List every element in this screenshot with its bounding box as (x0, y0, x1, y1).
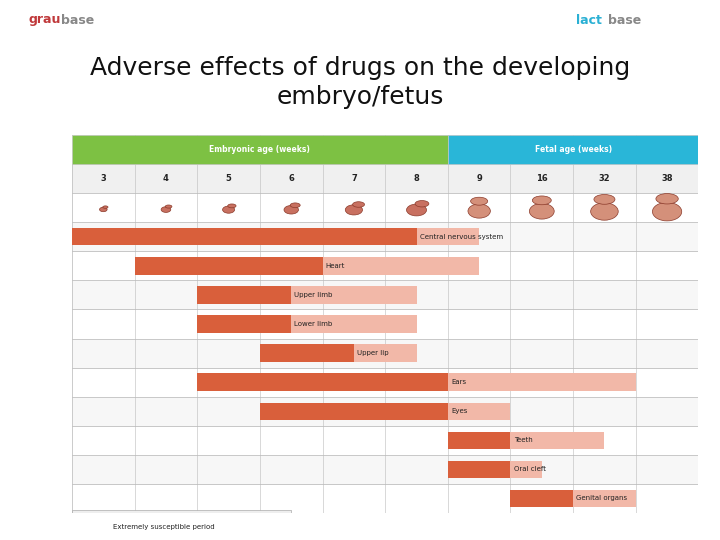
Bar (72, 135, 448, 164)
Ellipse shape (468, 204, 490, 218)
Bar (291, 315, 416, 333)
Text: lact: lact (576, 14, 602, 26)
Bar (510, 490, 573, 507)
Text: 38: 38 (662, 174, 672, 183)
Text: Adverse effects of drugs on the developing: Adverse effects of drugs on the developi… (90, 56, 630, 79)
Text: 32: 32 (598, 174, 611, 183)
Text: Upper limb: Upper limb (294, 292, 333, 298)
Text: Oral cleft: Oral cleft (513, 467, 546, 472)
Text: 16: 16 (536, 174, 548, 183)
Bar (448, 135, 698, 164)
Ellipse shape (228, 204, 236, 208)
Bar (510, 461, 542, 478)
Text: grau: grau (29, 14, 61, 26)
Bar (72, 455, 698, 484)
Bar (72, 484, 698, 513)
Ellipse shape (652, 202, 682, 221)
Text: Heart: Heart (325, 263, 345, 269)
Ellipse shape (222, 206, 235, 213)
Ellipse shape (590, 202, 618, 220)
Bar (291, 286, 416, 303)
Text: 6: 6 (288, 174, 294, 183)
Bar (260, 345, 354, 362)
Bar (197, 315, 291, 333)
Text: Upper lip: Upper lip (357, 350, 389, 356)
Bar (72, 193, 698, 222)
Bar (72, 280, 698, 309)
Bar (72, 510, 291, 540)
Ellipse shape (656, 193, 678, 204)
Text: Teeth: Teeth (513, 437, 532, 443)
Text: Embryonic age (weeks): Embryonic age (weeks) (210, 145, 310, 154)
Text: 7: 7 (351, 174, 356, 183)
Bar (78, 520, 107, 534)
Ellipse shape (532, 196, 552, 205)
Text: 3: 3 (101, 174, 106, 183)
Ellipse shape (284, 206, 299, 214)
Bar (573, 490, 636, 507)
Ellipse shape (353, 202, 364, 207)
Bar (72, 339, 698, 368)
Ellipse shape (99, 207, 107, 212)
Ellipse shape (594, 194, 615, 204)
Bar (197, 286, 291, 303)
Bar (448, 402, 510, 420)
Bar (72, 426, 698, 455)
Text: 4: 4 (163, 174, 169, 183)
Bar (72, 397, 698, 426)
Text: 5: 5 (225, 174, 232, 183)
Bar (78, 539, 107, 540)
Ellipse shape (346, 205, 362, 215)
Ellipse shape (529, 204, 554, 219)
Bar (135, 257, 323, 274)
Bar (510, 431, 605, 449)
Bar (323, 257, 480, 274)
Text: embryo/fetus: embryo/fetus (276, 85, 444, 109)
Bar (72, 222, 698, 251)
Ellipse shape (161, 207, 171, 212)
Bar (72, 368, 698, 397)
Text: 9: 9 (477, 174, 482, 183)
Ellipse shape (471, 197, 487, 205)
Bar (448, 374, 636, 391)
Bar (354, 345, 416, 362)
Bar (416, 228, 480, 246)
Text: Ears: Ears (451, 379, 466, 385)
Text: 8: 8 (414, 174, 419, 183)
Text: Lower limb: Lower limb (294, 321, 333, 327)
Bar (448, 431, 510, 449)
Ellipse shape (166, 205, 172, 208)
Text: Genital organs: Genital organs (576, 496, 627, 502)
Bar (72, 251, 698, 280)
Ellipse shape (415, 200, 429, 207)
Text: Eyes: Eyes (451, 408, 467, 414)
Text: base: base (61, 14, 94, 26)
Text: Extremely susceptible period: Extremely susceptible period (113, 524, 215, 530)
Ellipse shape (103, 206, 108, 208)
Text: Fetal age (weeks): Fetal age (weeks) (534, 145, 612, 154)
Bar (72, 164, 698, 193)
Bar (72, 228, 416, 246)
Text: Central nervous system: Central nervous system (420, 234, 503, 240)
Ellipse shape (290, 203, 300, 207)
Bar (197, 374, 448, 391)
Bar (448, 461, 510, 478)
Ellipse shape (407, 204, 426, 216)
Text: base: base (608, 14, 642, 26)
Bar (260, 402, 448, 420)
Bar (72, 309, 698, 339)
